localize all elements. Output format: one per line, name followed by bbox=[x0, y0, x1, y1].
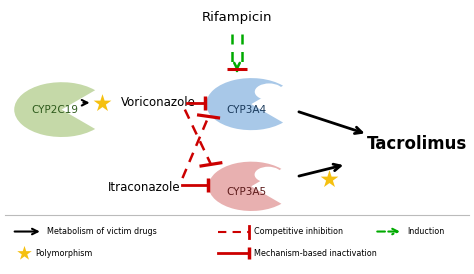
Text: Competitive inhibition: Competitive inhibition bbox=[254, 227, 343, 236]
Circle shape bbox=[255, 167, 282, 182]
Text: Polymorphism: Polymorphism bbox=[36, 249, 93, 258]
Text: Mechanism-based inactivation: Mechanism-based inactivation bbox=[254, 249, 376, 258]
Point bbox=[326, 177, 333, 182]
Text: CYP2C19: CYP2C19 bbox=[31, 105, 78, 115]
Text: Itraconazole: Itraconazole bbox=[108, 181, 181, 194]
Wedge shape bbox=[209, 162, 282, 211]
Text: CYP3A4: CYP3A4 bbox=[227, 105, 266, 115]
Text: Metabolism of victim drugs: Metabolism of victim drugs bbox=[47, 227, 157, 236]
Text: CYP3A5: CYP3A5 bbox=[227, 187, 266, 197]
Wedge shape bbox=[206, 78, 283, 130]
Point bbox=[98, 101, 106, 105]
Text: Voriconazole: Voriconazole bbox=[121, 96, 196, 109]
Text: Rifampicin: Rifampicin bbox=[202, 11, 272, 24]
Wedge shape bbox=[14, 82, 95, 137]
Text: Tacrolimus: Tacrolimus bbox=[367, 135, 467, 153]
Point bbox=[20, 251, 27, 256]
Text: Induction: Induction bbox=[408, 227, 445, 236]
Circle shape bbox=[255, 83, 283, 100]
